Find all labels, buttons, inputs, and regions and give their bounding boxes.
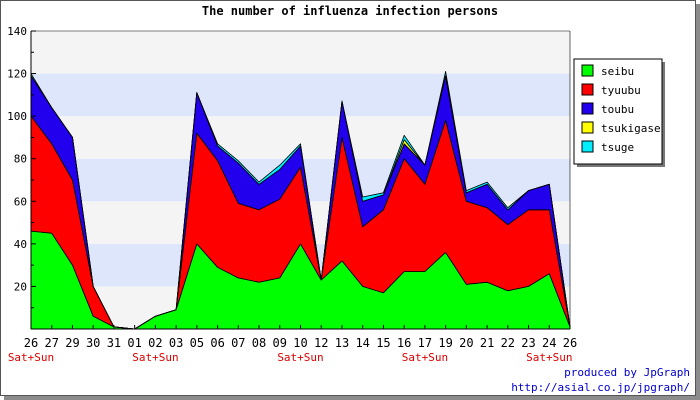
x-tick-label: 24 [542,336,556,350]
legend-swatch-tsuge [581,140,594,153]
x-tick-label: 22 [501,336,515,350]
chart-title: The number of influenza infection person… [202,4,498,18]
credit-producer: produced by JpGraph [564,366,690,379]
x-tick-label: 31 [107,336,121,350]
y-tick-label: 80 [14,153,27,166]
x-tick-label: 15 [376,336,390,350]
x-tick-label: 03 [169,336,183,350]
x-tick-label: 08 [252,336,266,350]
legend-label-tsuge: tsuge [601,141,634,154]
y-tick-label: 100 [7,110,27,123]
x-tick-label: 26 [563,336,577,350]
legend-swatch-tsukigase [581,121,594,134]
grid-band [31,73,570,117]
credit-url[interactable]: http://asial.co.jp/jpgraph/ [511,381,690,394]
legend-swatch-seibu [581,64,594,77]
weekend-label: Sat+Sun [402,351,448,364]
y-tick-label: 20 [14,280,27,293]
legend-label-tyuubu: tyuubu [601,84,641,97]
x-tick-label: 27 [45,336,59,350]
x-tick-label: 09 [273,336,287,350]
y-tick-label: 60 [14,195,27,208]
x-tick-label: 19 [438,336,452,350]
y-tick-label: 140 [7,25,27,38]
y-tick-label: 40 [14,238,27,251]
x-tick-label: 12 [314,336,328,350]
grid-band [31,31,570,74]
x-tick-label: 17 [418,336,432,350]
x-tick-label: 30 [86,336,100,350]
legend-swatch-toubu [581,102,594,115]
weekend-label: Sat+Sun [8,351,54,364]
legend-label-tsukigase: tsukigase [601,122,661,135]
x-tick-label: 14 [355,336,369,350]
weekend-label: Sat+Sun [277,351,323,364]
x-tick-label: 20 [459,336,473,350]
x-tick-label: 16 [397,336,411,350]
weekend-label: Sat+Sun [526,351,572,364]
x-tick-label: 29 [65,336,79,350]
x-tick-label: 21 [480,336,494,350]
x-tick-label: 06 [210,336,224,350]
x-tick-label: 02 [148,336,162,350]
x-tick-label: 26 [24,336,38,350]
x-tick-label: 07 [231,336,245,350]
y-tick-label: 120 [7,68,27,81]
x-tick-label: 10 [293,336,307,350]
legend-swatch-tyuubu [581,83,594,96]
x-tick-label: 13 [335,336,349,350]
x-tick-label: 01 [127,336,141,350]
weekend-label: Sat+Sun [132,351,178,364]
x-tick-label: 05 [190,336,204,350]
series-area-tsuge [30,71,571,330]
legend-label-toubu: toubu [601,103,634,116]
legend-label-seibu: seibu [601,65,634,78]
x-tick-label: 23 [521,336,535,350]
